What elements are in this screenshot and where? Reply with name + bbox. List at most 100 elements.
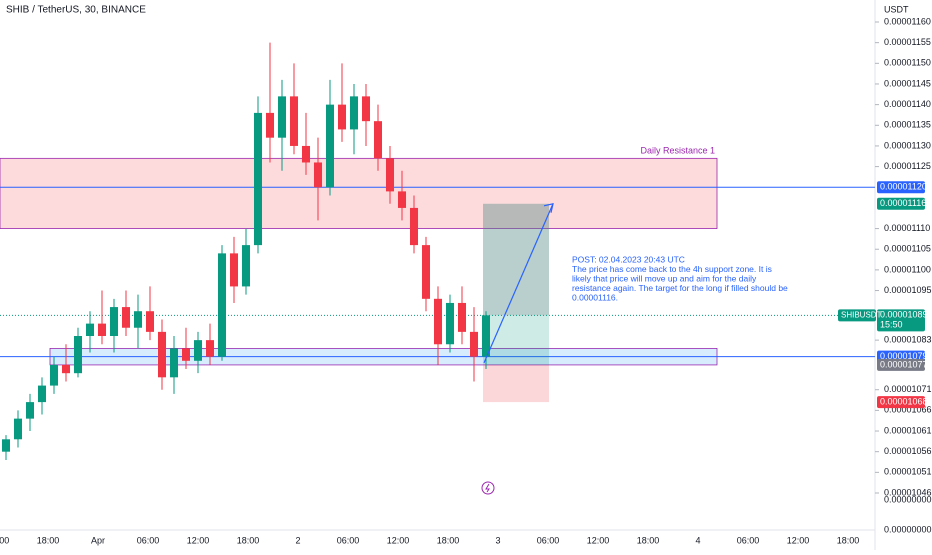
y-tick-label: 0.00001125 bbox=[884, 161, 931, 171]
candle-body bbox=[326, 104, 334, 188]
y-tick-label: 0.00001066 bbox=[884, 405, 932, 415]
x-tick-label: 4 bbox=[695, 535, 700, 545]
candle-body bbox=[230, 253, 238, 287]
candle-body bbox=[110, 307, 118, 336]
y-tick-label: 0.00000000 bbox=[884, 524, 932, 534]
x-tick-label: 12:00 bbox=[0, 535, 9, 545]
target-area bbox=[483, 203, 549, 365]
candle-body bbox=[302, 145, 310, 163]
candle-body bbox=[410, 207, 418, 246]
candle-body bbox=[242, 245, 250, 287]
price-badge-label: 0.00001120 bbox=[880, 182, 927, 192]
candle-body bbox=[314, 162, 322, 188]
price-badge bbox=[877, 396, 925, 409]
x-tick-label: 06:00 bbox=[737, 535, 760, 545]
y-tick-label: 0.00001145 bbox=[884, 78, 931, 88]
candle-body bbox=[74, 336, 82, 374]
candle-body bbox=[350, 96, 358, 130]
candle-body bbox=[26, 402, 34, 419]
candle-body bbox=[422, 245, 430, 299]
price-badge-label: 0.00001089 bbox=[880, 310, 928, 320]
annotation-line: resistance again. The target for the lon… bbox=[572, 283, 788, 293]
candle-body bbox=[158, 331, 166, 378]
y-tick-label: 0.00001110 bbox=[884, 223, 930, 233]
candle-body bbox=[254, 112, 262, 246]
y-tick-label: 0.00001061 bbox=[884, 425, 932, 435]
candle-body bbox=[2, 439, 10, 452]
candle-body bbox=[434, 298, 442, 345]
candle-body bbox=[134, 311, 142, 328]
candle-body bbox=[38, 385, 46, 403]
candle-body bbox=[446, 302, 454, 345]
x-tick-label: 18:00 bbox=[437, 535, 460, 545]
annotation-line: POST: 02.04.2023 20:43 UTC bbox=[572, 254, 685, 264]
candle-body bbox=[62, 364, 70, 374]
y-tick-label: 0.00001160 bbox=[884, 16, 931, 26]
x-tick-label: 06:00 bbox=[537, 535, 560, 545]
arrow-head bbox=[543, 202, 554, 213]
candle-body bbox=[278, 96, 286, 138]
candle-body bbox=[14, 418, 22, 440]
candle-body bbox=[470, 331, 478, 357]
candle-body bbox=[398, 191, 406, 208]
candle-body bbox=[206, 340, 214, 357]
candle-body bbox=[458, 302, 466, 332]
price-badge-label: 0.00001068 bbox=[880, 396, 928, 406]
x-tick-label: Apr bbox=[91, 535, 105, 545]
candle-body bbox=[50, 364, 58, 386]
candle-body bbox=[482, 315, 490, 357]
price-badge-label: 0.00001116 bbox=[880, 198, 926, 208]
y-tick-label: 0.00001056 bbox=[884, 446, 932, 456]
candle-body bbox=[182, 348, 190, 361]
x-tick-label: 18:00 bbox=[637, 535, 660, 545]
y-tick-label: 0.00001150 bbox=[884, 58, 931, 68]
x-tick-label: 12:00 bbox=[187, 535, 210, 545]
y-tick-label: 0.00001100 bbox=[884, 264, 931, 274]
y-tick-label: 0.00001140 bbox=[884, 99, 931, 109]
y-tick-label: 0.00000000 bbox=[884, 494, 932, 504]
y-tick-label: 0.00001051 bbox=[884, 467, 932, 477]
y-tick-label: 0.00001071 bbox=[884, 384, 932, 394]
candle-body bbox=[338, 104, 346, 130]
candle-body bbox=[122, 307, 130, 328]
x-tick-label: 2 bbox=[295, 535, 300, 545]
candle-body bbox=[218, 253, 226, 357]
x-tick-label: 12:00 bbox=[387, 535, 410, 545]
candle-body bbox=[290, 96, 298, 146]
symbol-badge bbox=[838, 309, 876, 322]
x-tick-label: 06:00 bbox=[137, 535, 160, 545]
annotation-line: likely that price will move up and aim f… bbox=[572, 273, 757, 283]
currency: USDT bbox=[884, 4, 909, 14]
y-tick-label: 0.00001095 bbox=[884, 285, 932, 295]
y-tick-label: 0.00001105 bbox=[884, 244, 931, 254]
price-badge bbox=[877, 181, 925, 194]
symbol-badge-label: SHIBUSDT bbox=[841, 310, 882, 319]
event-icon[interactable] bbox=[481, 481, 495, 495]
x-tick-label: 18:00 bbox=[837, 535, 860, 545]
x-tick-label: 3 bbox=[495, 535, 500, 545]
x-tick-label: 12:00 bbox=[587, 535, 610, 545]
price-badge bbox=[877, 358, 925, 371]
y-tick-label: 0.00001135 bbox=[884, 120, 931, 130]
price-badge bbox=[877, 197, 925, 210]
y-tick-label: 0.00001083 bbox=[884, 335, 932, 345]
annotation-line: The price has come back to the 4h suppor… bbox=[572, 264, 772, 274]
candle-body bbox=[194, 340, 202, 361]
target-shade bbox=[483, 203, 549, 316]
price-badge-label: 0.00001077 bbox=[880, 359, 928, 369]
candle-body bbox=[362, 96, 370, 122]
candle-body bbox=[374, 121, 382, 159]
resistance-zone bbox=[0, 157, 718, 229]
x-tick-label: 18:00 bbox=[237, 535, 260, 545]
x-tick-label: 06:00 bbox=[337, 535, 360, 545]
y-tick-label: 0.00001046 bbox=[884, 487, 932, 497]
projection-arrow bbox=[483, 203, 554, 364]
countdown: 15:50 bbox=[880, 320, 903, 330]
symbol-title: SHIB / TetherUS, 30, BINANCE bbox=[6, 5, 146, 16]
y-tick-label: 0.00001155 bbox=[884, 37, 931, 47]
annotation-line: 0.00001116. bbox=[572, 292, 618, 302]
y-tick-label: 0.00001130 bbox=[884, 140, 931, 150]
event-icon-bolt bbox=[485, 483, 490, 493]
